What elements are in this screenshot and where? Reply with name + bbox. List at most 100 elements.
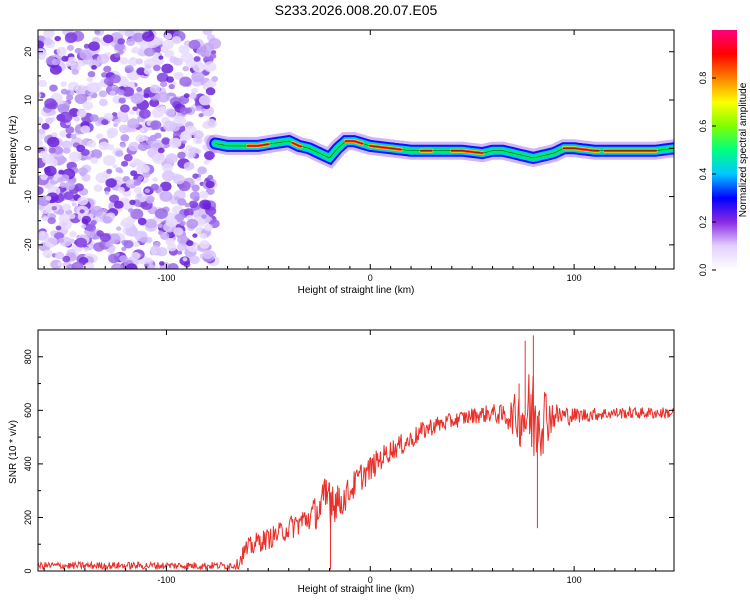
noise-speckle	[38, 48, 47, 59]
noise-speckle	[49, 84, 58, 92]
noise-speckle	[75, 237, 87, 248]
noise-speckle	[211, 76, 219, 82]
noise-speckle	[141, 135, 149, 141]
y-tick-label: 0	[23, 568, 33, 573]
noise-speckle	[74, 47, 82, 54]
noise-speckle	[150, 249, 157, 256]
spectrogram-y-label: Frequency (Hz)	[8, 116, 19, 185]
noise-speckle	[82, 101, 94, 111]
noise-speckle	[58, 218, 72, 230]
noise-speckle	[38, 92, 42, 98]
y-tick-label: 0	[23, 146, 33, 151]
noise-speckle	[87, 231, 95, 239]
noise-speckle	[154, 266, 160, 269]
noise-speckle	[154, 208, 168, 220]
noise-speckle	[120, 221, 127, 227]
noise-speckle	[173, 227, 184, 236]
noise-speckle	[117, 113, 127, 122]
noise-speckle	[198, 95, 212, 106]
noise-speckle	[60, 81, 67, 87]
y-tick-label: 10	[23, 95, 33, 105]
noise-speckle	[131, 48, 137, 53]
noise-speckle	[79, 209, 85, 214]
noise-speckle	[192, 233, 198, 238]
noise-speckle	[133, 180, 141, 186]
snr-x-ticks: -100 0 100	[43, 330, 657, 585]
noise-speckle	[99, 98, 108, 107]
noise-speckle	[104, 190, 110, 195]
noise-speckle	[140, 236, 149, 244]
noise-speckle	[208, 38, 222, 50]
noise-speckle	[83, 247, 90, 252]
noise-speckle	[148, 264, 155, 269]
noise-speckle	[118, 97, 126, 104]
noise-speckle	[179, 220, 186, 226]
noise-speckle	[183, 93, 190, 99]
noise-speckle	[58, 169, 65, 175]
noise-speckle	[195, 105, 203, 112]
noise-speckle	[109, 194, 120, 203]
noise-speckle	[118, 124, 130, 134]
noise-speckle	[112, 164, 118, 169]
noise-speckle	[120, 104, 130, 113]
noise-speckle	[76, 109, 87, 118]
noise-speckle	[115, 150, 124, 157]
noise-speckle	[104, 186, 111, 193]
noise-speckle	[81, 224, 87, 229]
noise-speckle	[189, 191, 201, 201]
noise-speckle	[200, 233, 207, 239]
noise-speckle	[199, 199, 212, 210]
noise-speckle	[125, 263, 138, 269]
noise-speckle	[149, 134, 157, 142]
noise-speckle	[125, 179, 138, 189]
noise-speckle	[80, 125, 91, 134]
noise-speckle	[128, 161, 136, 167]
noise-speckle	[152, 177, 158, 182]
y-tick-label: 800	[23, 349, 33, 364]
noise-speckle	[182, 257, 188, 262]
noise-speckle	[62, 255, 71, 263]
x-tick-label: 100	[567, 273, 582, 283]
colorbar-tick-label: 0.6	[698, 120, 708, 133]
x-tick-label: -100	[157, 273, 175, 283]
noise-speckle	[157, 147, 165, 154]
x-tick-label: 0	[368, 575, 373, 585]
noise-speckle	[56, 46, 67, 56]
noise-speckle	[144, 188, 150, 194]
noise-speckle	[114, 42, 125, 52]
noise-speckle	[124, 65, 134, 73]
noise-speckle	[150, 183, 159, 191]
noise-speckle	[157, 223, 163, 228]
noise-speckle	[181, 139, 187, 144]
noise-speckle	[79, 171, 86, 177]
noise-speckle	[189, 255, 200, 265]
noise-speckle	[67, 81, 79, 91]
noise-speckle	[135, 191, 148, 203]
noise-speckle	[199, 190, 209, 199]
noise-speckle	[44, 166, 51, 173]
noise-speckle	[203, 61, 217, 72]
noise-speckle	[96, 53, 110, 65]
noise-speckle	[109, 90, 116, 96]
noise-speckle	[59, 130, 69, 138]
noise-speckle	[87, 71, 96, 78]
noise-speckle	[142, 31, 155, 42]
noise-speckle	[139, 127, 145, 132]
noise-speckle	[191, 87, 199, 94]
noise-speckle	[107, 233, 121, 244]
noise-speckle	[42, 216, 49, 222]
y-tick-label: 600	[23, 403, 33, 418]
noise-speckle	[113, 200, 124, 209]
noise-speckle	[168, 137, 182, 149]
colorbar-label: Normalized spectral amplitude	[738, 82, 749, 217]
spectrogram-x-label: Height of straight line (km)	[298, 285, 415, 296]
noise-speckle	[159, 261, 165, 266]
noise-speckle	[153, 64, 161, 72]
noise-speckle	[88, 41, 100, 51]
noise-speckle	[96, 230, 104, 237]
noise-speckle	[130, 170, 138, 177]
noise-speckle	[163, 120, 177, 132]
noise-speckle	[54, 35, 61, 42]
noise-speckle	[55, 225, 62, 231]
noise-speckle	[151, 107, 165, 118]
